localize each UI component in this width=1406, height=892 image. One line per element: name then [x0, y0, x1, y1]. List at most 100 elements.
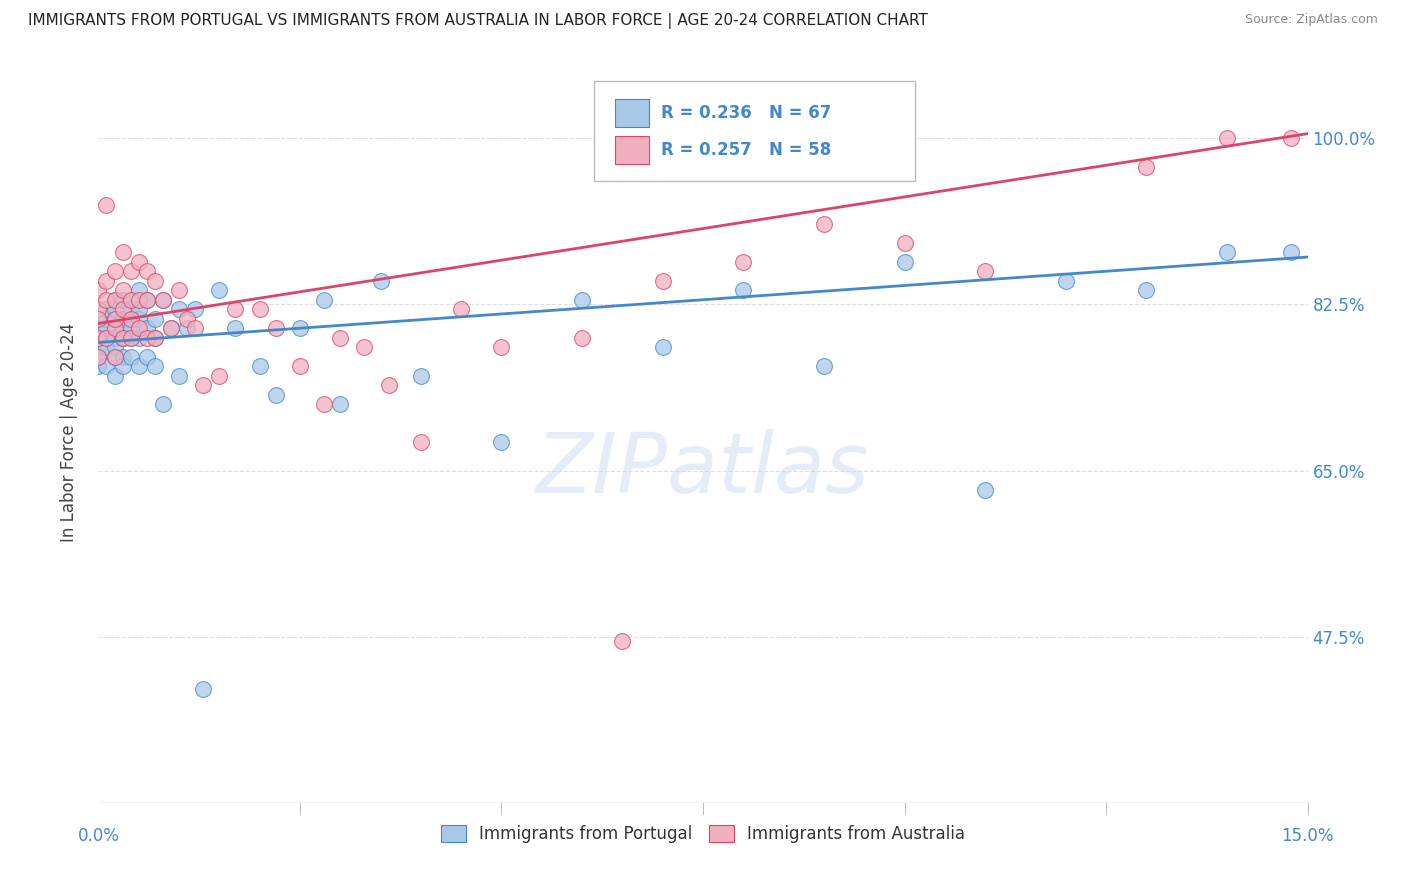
Point [377, 378, 399, 392]
Point [111, 283, 134, 297]
Point [111, 331, 134, 345]
Point [264, 321, 287, 335]
Point [103, 321, 125, 335]
Point [111, 311, 134, 326]
Point [143, 274, 166, 288]
Point [974, 483, 997, 497]
Point [96, 198, 118, 212]
Point [135, 293, 157, 307]
Point [120, 350, 142, 364]
Point [651, 274, 673, 288]
Point [733, 283, 755, 297]
Point [120, 321, 142, 335]
Point [111, 302, 134, 317]
Bar [614, 99, 648, 127]
Point [96, 321, 118, 335]
Point [103, 331, 125, 345]
Point [193, 378, 215, 392]
Point [135, 331, 157, 345]
Point [160, 321, 183, 335]
Point [111, 321, 134, 335]
Point [409, 435, 432, 450]
Point [103, 311, 125, 326]
Point [111, 359, 134, 374]
Point [1281, 245, 1303, 260]
Point [96, 331, 118, 345]
Point [329, 331, 352, 345]
Point [96, 331, 118, 345]
Point [249, 302, 271, 317]
Point [184, 321, 207, 335]
Point [1216, 131, 1239, 145]
Point [111, 245, 134, 260]
Point [111, 331, 134, 345]
Point [135, 293, 157, 307]
Point [1135, 160, 1157, 174]
Point [167, 302, 190, 317]
Point [111, 293, 134, 307]
Point [184, 302, 207, 317]
Point [288, 321, 311, 335]
Point [87, 350, 110, 364]
Point [264, 387, 287, 401]
Point [120, 331, 142, 345]
Point [135, 321, 157, 335]
Point [103, 311, 125, 326]
Point [974, 264, 997, 278]
Point [353, 340, 375, 354]
Point [87, 331, 110, 345]
Point [103, 350, 125, 364]
Point [571, 331, 593, 345]
Point [103, 340, 125, 354]
Point [329, 397, 352, 411]
Point [96, 274, 118, 288]
Point [87, 331, 110, 345]
Point [103, 368, 125, 383]
Point [813, 217, 835, 231]
Point [167, 283, 190, 297]
Point [96, 340, 118, 354]
Point [87, 302, 110, 317]
Point [491, 340, 513, 354]
Point [160, 321, 183, 335]
Point [249, 359, 271, 374]
Point [893, 235, 915, 250]
Text: IMMIGRANTS FROM PORTUGAL VS IMMIGRANTS FROM AUSTRALIA IN LABOR FORCE | AGE 20-24: IMMIGRANTS FROM PORTUGAL VS IMMIGRANTS F… [28, 13, 928, 29]
FancyBboxPatch shape [595, 81, 915, 181]
Point [409, 368, 432, 383]
Point [135, 264, 157, 278]
Point [176, 311, 198, 326]
Point [87, 283, 110, 297]
Point [128, 293, 150, 307]
Point [96, 302, 118, 317]
Text: R = 0.236   N = 67: R = 0.236 N = 67 [661, 103, 831, 122]
Point [152, 293, 174, 307]
Point [893, 254, 915, 268]
Point [120, 293, 142, 307]
Point [651, 340, 673, 354]
Point [450, 302, 472, 317]
Point [103, 264, 125, 278]
Point [87, 350, 110, 364]
Point [143, 311, 166, 326]
Point [87, 340, 110, 354]
Point [120, 311, 142, 326]
Point [96, 293, 118, 307]
Point [1216, 245, 1239, 260]
Point [314, 293, 336, 307]
Point [1281, 131, 1303, 145]
Point [111, 350, 134, 364]
Point [288, 359, 311, 374]
Point [612, 634, 634, 648]
Point [128, 359, 150, 374]
Point [370, 274, 392, 288]
Text: ZIPatlas: ZIPatlas [536, 429, 870, 510]
Text: 15.0%: 15.0% [1281, 827, 1334, 845]
Point [120, 264, 142, 278]
Point [152, 397, 174, 411]
Point [224, 321, 246, 335]
Point [103, 293, 125, 307]
Point [96, 311, 118, 326]
Point [733, 254, 755, 268]
Text: R = 0.257   N = 58: R = 0.257 N = 58 [661, 141, 831, 159]
